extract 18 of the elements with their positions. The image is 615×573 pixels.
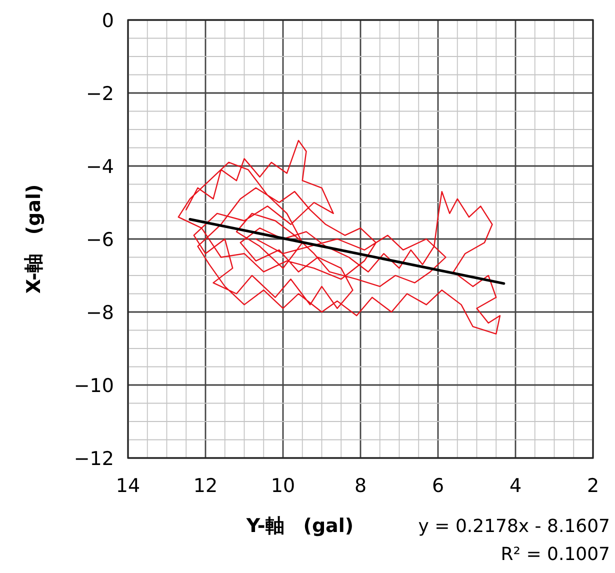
y-tick-label: −2 (86, 83, 114, 105)
y-tick-label: −6 (86, 229, 114, 251)
x-tick-label: 12 (193, 475, 218, 497)
y-tick-label: −8 (86, 302, 114, 324)
x-tick-label: 2 (586, 475, 600, 497)
y-tick-label: −4 (86, 156, 114, 178)
x-tick-label: 10 (270, 475, 296, 497)
x-tick-label: 8 (354, 475, 367, 497)
x-axis-title: Y-軸 (gal) (245, 515, 354, 537)
x-tick-label: 14 (116, 475, 140, 497)
x-tick-label: 4 (509, 475, 522, 497)
x-tick-label: 6 (432, 475, 444, 497)
y-tick-label: 0 (102, 10, 114, 32)
text: y = 0.2178x - 8.1607 (418, 516, 610, 537)
y-axis-title: X-軸 (gal) (23, 184, 45, 294)
y-tick-label: −12 (74, 448, 114, 470)
text: R² = 0.1007 (500, 544, 610, 565)
y-tick-label: −10 (74, 375, 114, 397)
